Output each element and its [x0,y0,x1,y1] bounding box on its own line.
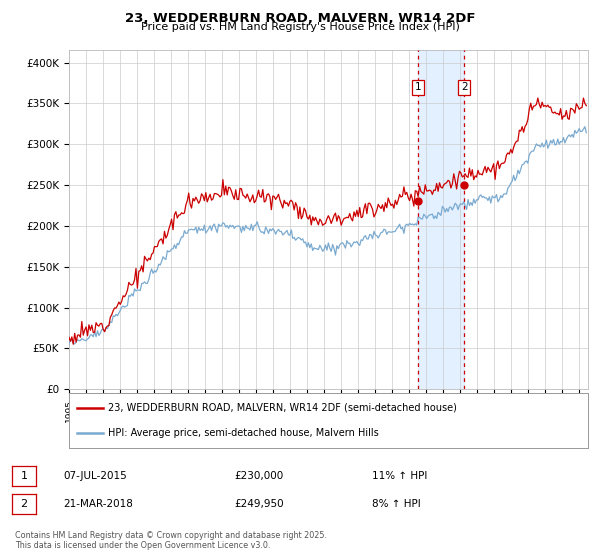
Bar [418,50,464,389]
Text: 2: 2 [20,499,28,509]
Text: 2: 2 [461,82,467,92]
Text: 23, WEDDERBURN ROAD, MALVERN, WR14 2DF: 23, WEDDERBURN ROAD, MALVERN, WR14 2DF [125,12,475,25]
Text: £230,000: £230,000 [234,471,283,481]
Text: 11% ↑ HPI: 11% ↑ HPI [372,471,427,481]
Text: Price paid vs. HM Land Registry's House Price Index (HPI): Price paid vs. HM Land Registry's House … [140,22,460,32]
Text: HPI: Average price, semi-detached house, Malvern Hills: HPI: Average price, semi-detached house,… [108,428,379,438]
Text: 1: 1 [20,471,28,481]
Text: 23, WEDDERBURN ROAD, MALVERN, WR14 2DF (semi-detached house): 23, WEDDERBURN ROAD, MALVERN, WR14 2DF (… [108,403,457,413]
Text: 1: 1 [415,82,421,92]
Text: Contains HM Land Registry data © Crown copyright and database right 2025.
This d: Contains HM Land Registry data © Crown c… [15,531,327,550]
Text: 07-JUL-2015: 07-JUL-2015 [63,471,127,481]
Text: 8% ↑ HPI: 8% ↑ HPI [372,499,421,509]
Text: 21-MAR-2018: 21-MAR-2018 [63,499,133,509]
Text: £249,950: £249,950 [234,499,284,509]
